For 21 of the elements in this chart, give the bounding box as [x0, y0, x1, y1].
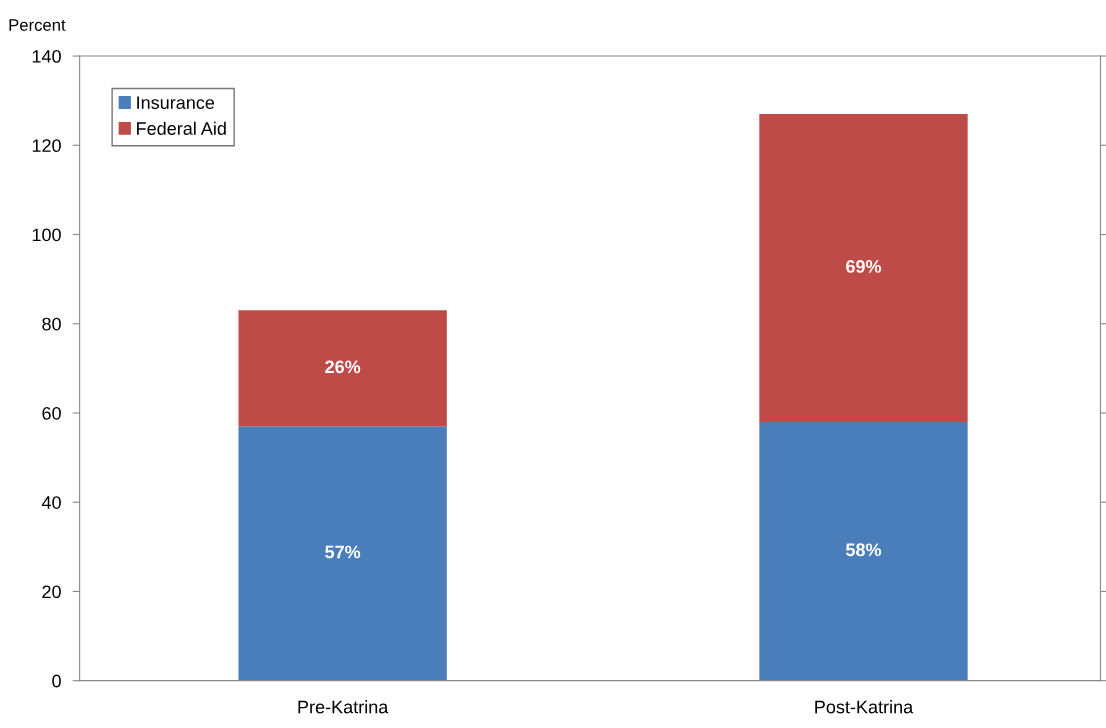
- x-tick-label: Post-Katrina: [815, 700, 914, 714]
- data-label: 58%: [845, 543, 882, 557]
- y-tick-label: 120: [32, 139, 61, 153]
- y-tick-label: 80: [42, 317, 61, 331]
- y-tick-label: 40: [41, 496, 61, 509]
- bar: [759, 421, 968, 681]
- y-tick-label: 0: [52, 674, 61, 688]
- legend-label: Federal Aid: [137, 121, 226, 135]
- bar: [759, 114, 968, 422]
- legend-label: Insurance: [137, 96, 215, 110]
- x-tick-label: Pre-Katrina: [298, 700, 389, 714]
- data-label: 57%: [325, 545, 361, 559]
- y-tick-label: 60: [42, 406, 61, 420]
- y-axis-title: Percent: [9, 19, 66, 31]
- y-tick-label: 20: [42, 585, 61, 599]
- y-tick-label: 100: [32, 228, 61, 242]
- bar: [238, 426, 447, 681]
- y-tick-label: 140: [32, 49, 61, 63]
- bar: [238, 310, 447, 427]
- data-label: 69%: [846, 260, 882, 273]
- data-label: 26%: [325, 360, 361, 374]
